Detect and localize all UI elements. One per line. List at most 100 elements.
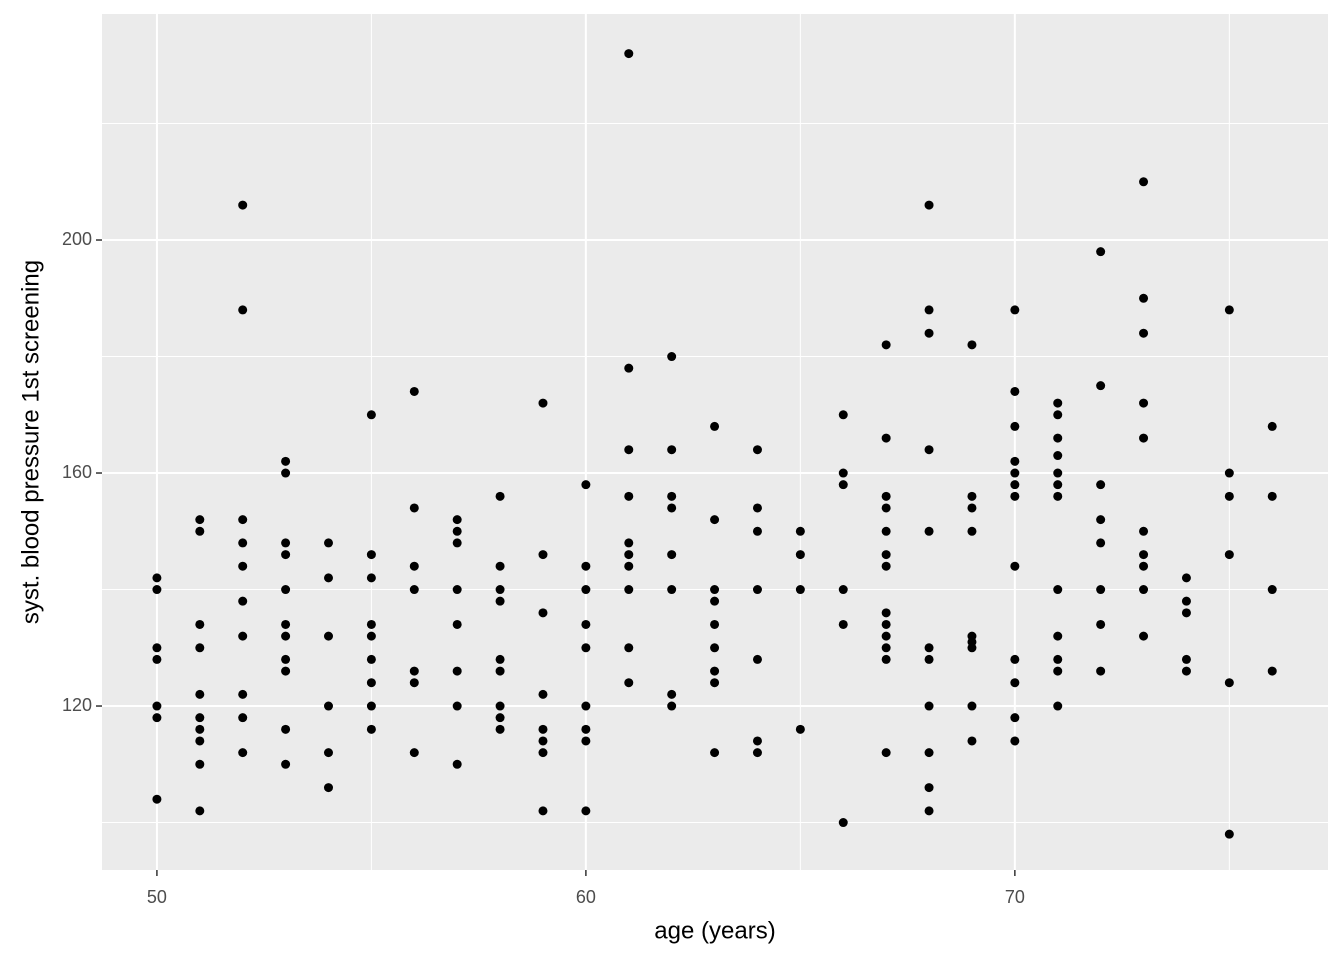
- point: [409, 503, 419, 513]
- point: [581, 806, 591, 816]
- point: [238, 561, 248, 571]
- point: [710, 666, 720, 676]
- point: [238, 689, 248, 699]
- point: [538, 806, 548, 816]
- point: [752, 503, 762, 513]
- x-tick-label: 50: [147, 887, 167, 907]
- point: [710, 585, 720, 595]
- point: [881, 503, 891, 513]
- point: [538, 736, 548, 746]
- point: [881, 561, 891, 571]
- points: [152, 49, 1277, 839]
- point: [967, 491, 977, 501]
- point: [152, 585, 162, 595]
- point: [1139, 585, 1149, 595]
- point: [195, 689, 205, 699]
- point: [238, 200, 248, 210]
- point: [581, 736, 591, 746]
- point: [924, 783, 934, 793]
- point: [366, 573, 376, 583]
- point: [495, 713, 505, 723]
- point: [281, 468, 291, 478]
- x-axis-title: age (years): [654, 917, 775, 944]
- point: [281, 631, 291, 641]
- point: [881, 491, 891, 501]
- point: [1096, 619, 1106, 629]
- point: [881, 608, 891, 618]
- point: [1224, 550, 1234, 560]
- point: [1010, 678, 1020, 688]
- point: [838, 585, 848, 595]
- point: [1267, 421, 1277, 431]
- point: [538, 550, 548, 560]
- point: [1010, 456, 1020, 466]
- point: [581, 480, 591, 490]
- point: [1224, 829, 1234, 839]
- point: [1181, 666, 1191, 676]
- point: [752, 654, 762, 664]
- point: [795, 724, 805, 734]
- point: [881, 748, 891, 758]
- point: [838, 480, 848, 490]
- point: [752, 748, 762, 758]
- point: [281, 585, 291, 595]
- point: [924, 526, 934, 536]
- point: [967, 526, 977, 536]
- point: [452, 666, 462, 676]
- point: [238, 515, 248, 525]
- grid: [102, 14, 1328, 870]
- point: [624, 561, 634, 571]
- point: [1010, 305, 1020, 315]
- point: [452, 538, 462, 548]
- point: [1096, 381, 1106, 391]
- y-tick-label: 200: [62, 229, 92, 249]
- point: [1053, 451, 1063, 461]
- point: [409, 678, 419, 688]
- point: [1139, 433, 1149, 443]
- point: [1181, 654, 1191, 664]
- point: [281, 619, 291, 629]
- point: [323, 573, 333, 583]
- point: [581, 619, 591, 629]
- point: [1096, 247, 1106, 257]
- point: [323, 538, 333, 548]
- point: [667, 585, 677, 595]
- point: [1224, 678, 1234, 688]
- point: [881, 340, 891, 350]
- point: [1010, 491, 1020, 501]
- point: [1224, 491, 1234, 501]
- point: [238, 631, 248, 641]
- point: [967, 340, 977, 350]
- point: [366, 724, 376, 734]
- point: [281, 538, 291, 548]
- point: [409, 386, 419, 396]
- point: [924, 643, 934, 653]
- point: [924, 445, 934, 455]
- point: [881, 654, 891, 664]
- point: [1010, 421, 1020, 431]
- point: [1096, 515, 1106, 525]
- point: [795, 585, 805, 595]
- point: [281, 550, 291, 560]
- point: [881, 619, 891, 629]
- point: [538, 398, 548, 408]
- point: [624, 363, 634, 373]
- point: [452, 526, 462, 536]
- point: [452, 619, 462, 629]
- point: [1053, 631, 1063, 641]
- point: [667, 503, 677, 513]
- point: [838, 410, 848, 420]
- point: [881, 433, 891, 443]
- point: [281, 666, 291, 676]
- point: [323, 783, 333, 793]
- point: [1053, 585, 1063, 595]
- point: [195, 724, 205, 734]
- point: [881, 631, 891, 641]
- x-tick-label: 70: [1005, 887, 1025, 907]
- point: [752, 585, 762, 595]
- point: [366, 631, 376, 641]
- point: [152, 573, 162, 583]
- point: [1139, 398, 1149, 408]
- point: [752, 445, 762, 455]
- point: [667, 491, 677, 501]
